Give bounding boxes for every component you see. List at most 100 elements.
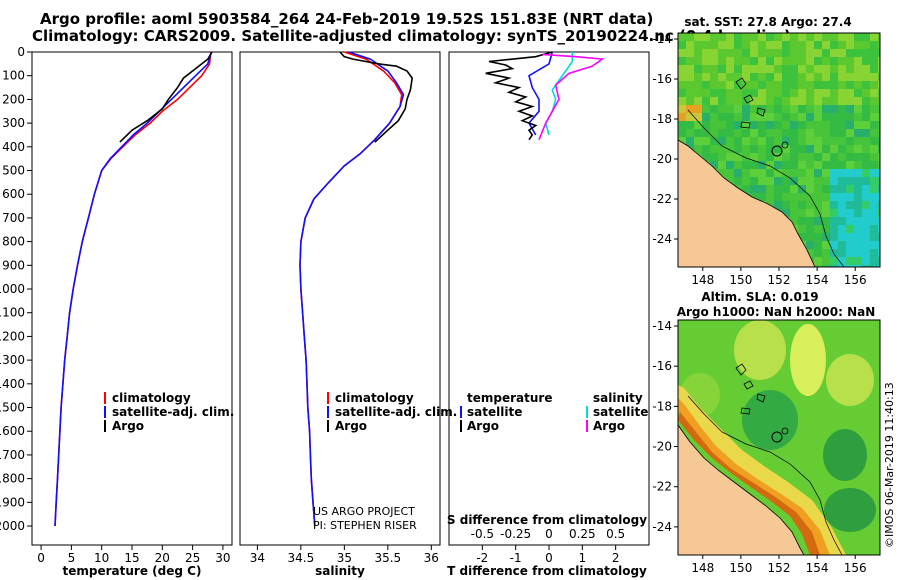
sst-cell [694, 145, 702, 153]
sst-cell [742, 105, 750, 113]
sst-cell [838, 65, 846, 73]
sst-cell [726, 81, 734, 89]
sst-cell [758, 33, 766, 41]
depth-tick-label: 1400 [0, 377, 25, 391]
sst-cell [838, 81, 846, 89]
sst-cell [790, 209, 798, 217]
sst-cell [846, 233, 854, 241]
sst-cell [742, 169, 750, 177]
map-lat-label: -20 [652, 152, 672, 166]
sst-cell [854, 265, 862, 267]
x-tick-label: 1 [579, 551, 587, 565]
sst-cell [742, 145, 750, 153]
sst-cell [694, 49, 702, 57]
sst-cell [790, 33, 798, 41]
sst-cell [806, 49, 814, 57]
sst-cell [798, 137, 806, 145]
sst-cell [742, 177, 750, 185]
sst-cell [846, 89, 854, 97]
sst-cell [686, 97, 694, 105]
map-lat-label: -18 [652, 112, 672, 126]
sst-cell [838, 41, 846, 49]
sst-cell [678, 89, 686, 97]
sst-cell [758, 41, 766, 49]
sst-cell [782, 129, 790, 137]
sst-cell [782, 49, 790, 57]
sla-blob [742, 390, 798, 450]
sst-cell [830, 225, 838, 233]
sst-cell [870, 49, 878, 57]
sst-cell [854, 169, 862, 177]
sst-cell [694, 121, 702, 129]
depth-tick-label: 900 [2, 258, 25, 272]
sst-cell [878, 105, 880, 113]
sst-cell [702, 153, 710, 161]
sst-cell [830, 129, 838, 137]
sst-cell [814, 177, 822, 185]
temperature-curves [54, 51, 213, 527]
s-diff-tick-label: 0.25 [569, 527, 596, 541]
sst-cell [798, 169, 806, 177]
sst-cell [830, 121, 838, 129]
sst-cell [830, 201, 838, 209]
sst-cell [798, 65, 806, 73]
sst-cell [798, 41, 806, 49]
sst-cell [838, 241, 846, 249]
sst-cell [806, 33, 814, 41]
sst-cell [686, 41, 694, 49]
legend-satellite-label: satellite-adj. clim. [335, 405, 457, 419]
sst-cell [774, 41, 782, 49]
sst-cell [774, 193, 782, 201]
sst-cell [782, 81, 790, 89]
sst-cell [854, 65, 862, 73]
sst-cell [774, 33, 782, 41]
sst-cell [854, 97, 862, 105]
sst-cell [822, 169, 830, 177]
depth-tick-label: 300 [2, 116, 25, 130]
sst-cell [718, 121, 726, 129]
sst-cell [870, 73, 878, 81]
sst-cell [878, 89, 880, 97]
sst-cell [678, 97, 686, 105]
sst-cell [806, 177, 814, 185]
series-line-s-satellite [544, 52, 574, 136]
sst-cell [878, 81, 880, 89]
temperature-x-axis: 0 5 10 15 20 25 30 [37, 545, 231, 565]
sst-cell [742, 137, 750, 145]
sst-cell [686, 137, 694, 145]
sst-cell [814, 161, 822, 169]
sst-cell [838, 177, 846, 185]
sla-land [678, 424, 805, 555]
sst-cell [870, 145, 878, 153]
sst-cell [790, 73, 798, 81]
sst-cell [830, 41, 838, 49]
sst-cell [686, 81, 694, 89]
sst-cell [846, 161, 854, 169]
sst-cell [774, 169, 782, 177]
project-annotation: US ARGO PROJECT [313, 505, 415, 518]
sst-cell [862, 209, 870, 217]
map-lon-label: 156 [844, 273, 867, 287]
map-lat-label: -22 [652, 480, 672, 494]
sst-cell [694, 137, 702, 145]
sst-cell [838, 225, 846, 233]
sst-cell [750, 97, 758, 105]
sst-cell [750, 177, 758, 185]
sst-cell [782, 33, 790, 41]
sst-cell [822, 177, 830, 185]
sst-cell [710, 137, 718, 145]
sst-cell [686, 49, 694, 57]
sst-cell [838, 169, 846, 177]
sst-cell [830, 33, 838, 41]
series-line-satellite-adj-clim- [299, 51, 405, 527]
sst-cell [766, 33, 774, 41]
sst-cell [750, 153, 758, 161]
sst-cell [782, 121, 790, 129]
sst-cell [686, 65, 694, 73]
sst-cell [822, 185, 830, 193]
x-tick-label: 35 [337, 551, 352, 565]
sst-cell [862, 137, 870, 145]
map-lat-label: -14 [652, 319, 672, 333]
map-lon-label: 152 [768, 561, 791, 575]
series-line-argo [119, 51, 213, 143]
